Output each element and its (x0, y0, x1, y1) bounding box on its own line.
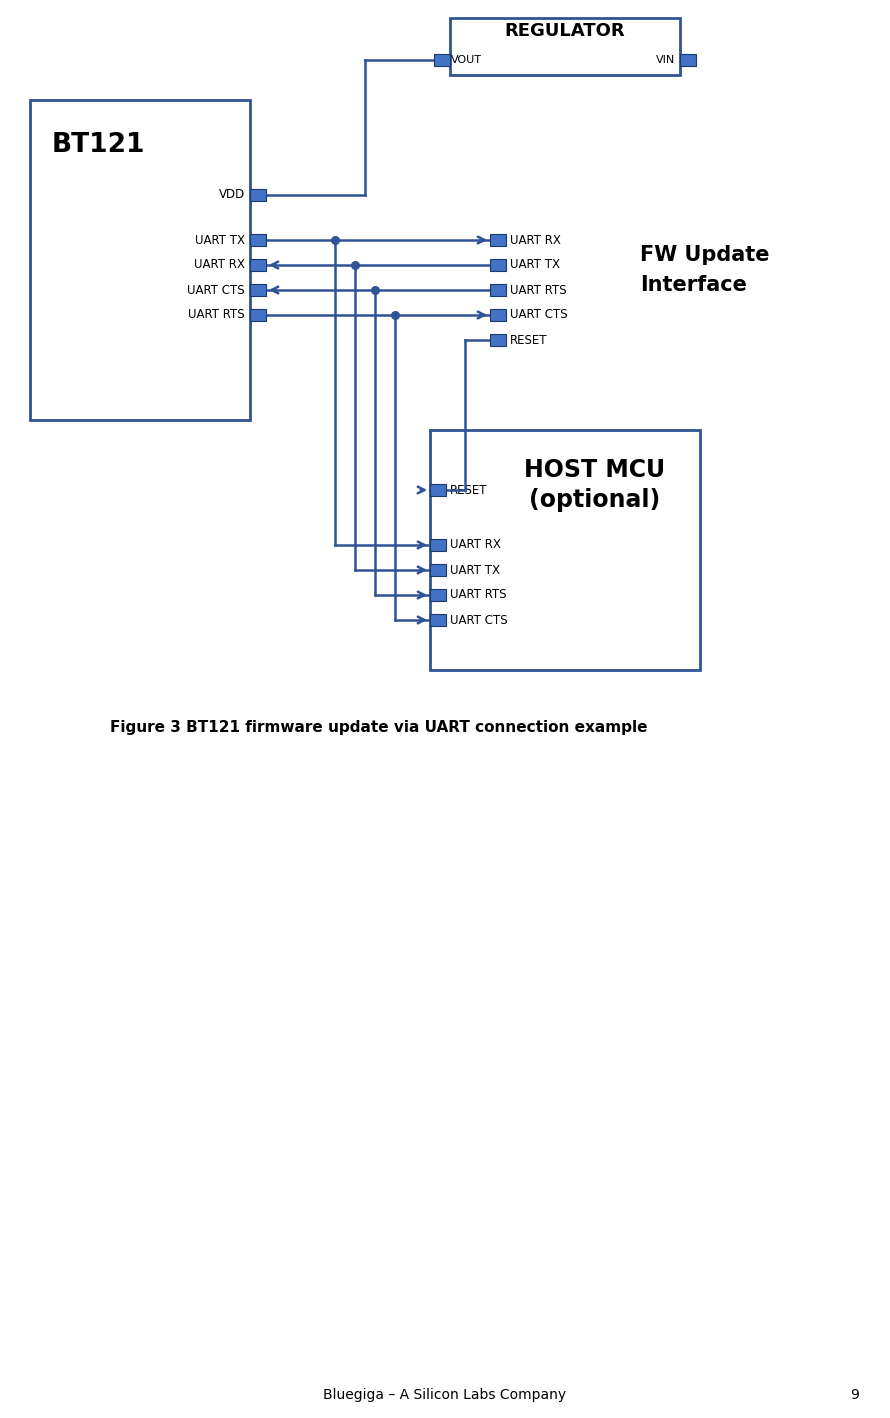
Bar (490, 335, 506, 346)
Text: VDD: VDD (219, 189, 245, 201)
Text: VIN: VIN (656, 55, 675, 65)
Bar (430, 588, 446, 601)
Text: UART RTS: UART RTS (450, 588, 506, 601)
Bar (250, 309, 266, 320)
Bar (430, 539, 446, 552)
Text: RESET: RESET (450, 484, 488, 496)
Text: RESET: RESET (510, 333, 547, 346)
Bar (30, 101, 250, 420)
Bar (430, 484, 446, 496)
Bar (490, 284, 506, 296)
Bar (430, 614, 446, 625)
Text: HOST MCU: HOST MCU (524, 458, 666, 482)
Text: UART RTS: UART RTS (189, 309, 245, 322)
Text: UART TX: UART TX (450, 563, 500, 577)
Bar (490, 309, 506, 320)
Bar (250, 259, 266, 271)
Text: (optional): (optional) (530, 488, 660, 512)
Text: UART RX: UART RX (510, 234, 561, 247)
Text: VOUT: VOUT (451, 55, 482, 65)
Bar (430, 430, 700, 669)
Text: REGULATOR: REGULATOR (505, 23, 626, 40)
Text: UART CTS: UART CTS (510, 309, 568, 322)
Bar (490, 234, 506, 245)
Text: UART CTS: UART CTS (450, 614, 507, 627)
Text: UART CTS: UART CTS (188, 284, 245, 296)
Text: Figure 3 BT121 firmware update via UART connection example: Figure 3 BT121 firmware update via UART … (110, 720, 648, 735)
Text: BT121: BT121 (52, 132, 145, 157)
Bar (250, 189, 266, 201)
Text: UART TX: UART TX (510, 258, 560, 271)
Text: UART TX: UART TX (195, 234, 245, 247)
Bar (450, 18, 680, 75)
Bar (430, 564, 446, 576)
Text: UART RX: UART RX (194, 258, 245, 271)
Text: UART RTS: UART RTS (510, 284, 567, 296)
Bar (250, 234, 266, 245)
Text: 9: 9 (851, 1388, 860, 1402)
Text: Bluegiga – A Silicon Labs Company: Bluegiga – A Silicon Labs Company (323, 1388, 567, 1402)
Bar (250, 284, 266, 296)
Bar (434, 54, 450, 67)
Bar (680, 54, 696, 67)
Bar (490, 259, 506, 271)
Text: UART RX: UART RX (450, 539, 501, 552)
Text: Interface: Interface (640, 275, 747, 295)
Text: FW Update: FW Update (640, 245, 770, 265)
